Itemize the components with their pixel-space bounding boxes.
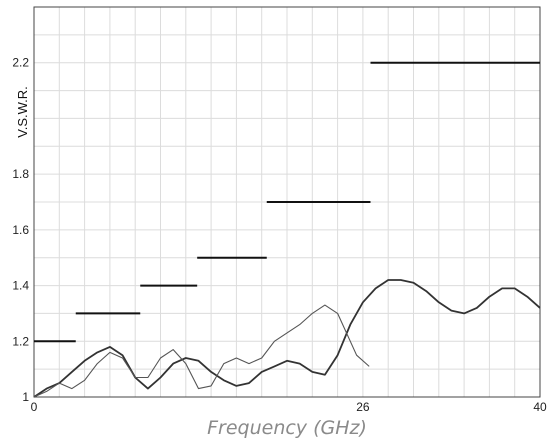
y-tick-label: 1.2 [12, 334, 29, 348]
y-axis-label: V.S.W.R. [15, 86, 30, 138]
y-tick-label: 1.4 [12, 279, 29, 293]
limit-lines [34, 61, 540, 343]
x-tick-label: 0 [31, 400, 38, 414]
x-tick-labels: 0 26 40 [31, 400, 547, 414]
y-tick-labels: 1 1.2 1.4 1.6 1.8 2.2 [12, 56, 29, 404]
x-tick-label: 26 [356, 400, 370, 414]
y-tick-label: 1.8 [12, 167, 29, 181]
x-axis-label: Frequency (GHz) [207, 417, 367, 439]
data-series [33, 279, 541, 398]
y-tick-label: 2.2 [12, 56, 29, 70]
plot-frame [33, 6, 541, 398]
y-tick-label: 1.6 [12, 223, 29, 237]
x-tick-label: 40 [533, 400, 547, 414]
series-line-1 [33, 279, 541, 398]
series-line-2 [33, 304, 370, 398]
y-tick-label: 1 [22, 390, 29, 404]
